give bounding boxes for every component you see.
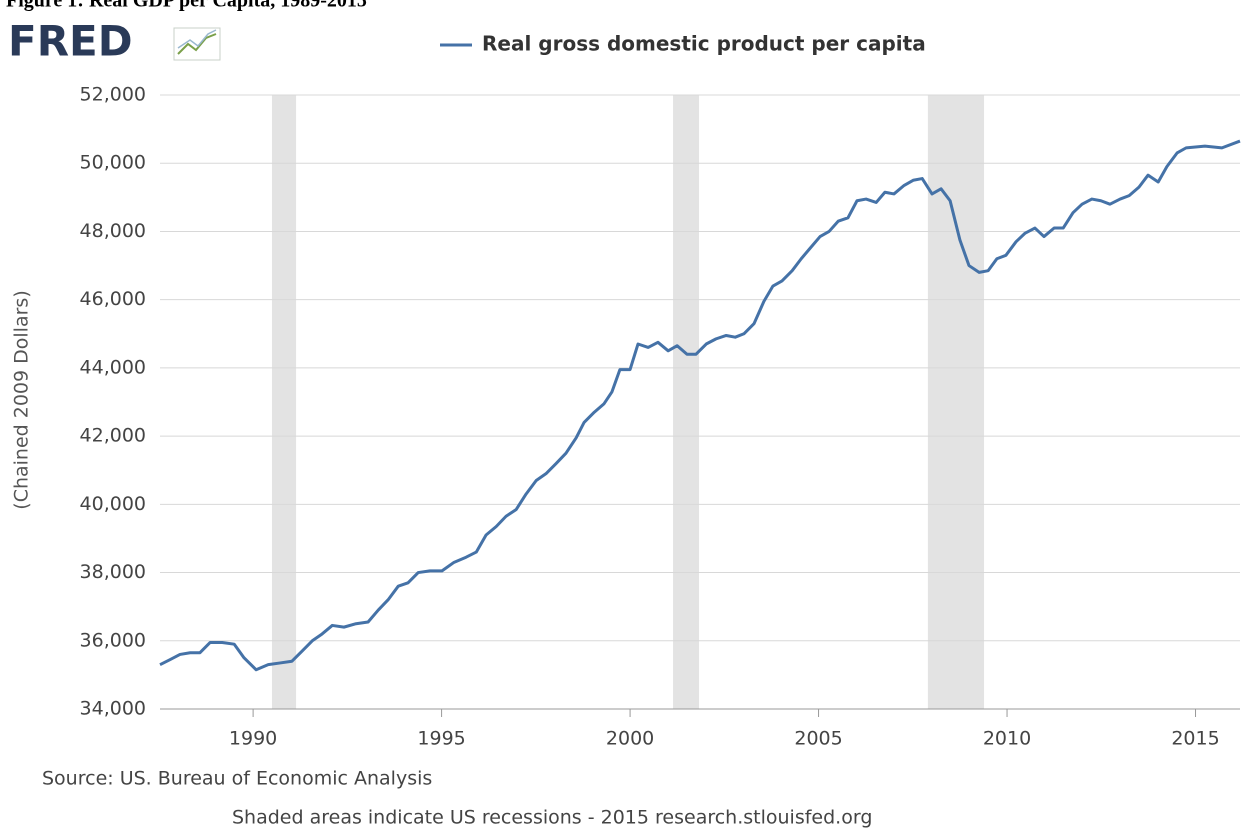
y-tick-label: 44,000 (80, 356, 146, 378)
y-tick-label: 36,000 (80, 629, 146, 651)
source: Source: US. Bureau of Economic Analysis (42, 768, 432, 790)
legend-label: Real gross domestic product per capita (482, 32, 926, 56)
x-tick-label: 1995 (417, 728, 465, 750)
y-axis-title: (Chained 2009 Dollars) (11, 290, 33, 509)
recession-band (673, 95, 700, 709)
x-tick-label: 2015 (1171, 728, 1219, 750)
logo: FRED (8, 17, 133, 66)
recession-band (927, 95, 985, 709)
y-tick-label: 46,000 (80, 288, 146, 310)
y-tick-label: 40,000 (80, 493, 146, 515)
y-tick-label: 48,000 (80, 220, 146, 242)
figure-title: Figure 1: Real GDP per Capita, 1989-2015 (6, 0, 367, 12)
x-tick-label: 2000 (606, 728, 654, 750)
recession-band (271, 95, 297, 709)
x-tick-label: 2005 (794, 728, 842, 750)
y-tick-label: 50,000 (80, 152, 146, 174)
x-tick-label: 2010 (983, 728, 1031, 750)
x-tick-label: 1990 (229, 728, 277, 750)
y-tick-label: 38,000 (80, 561, 146, 583)
y-tick-label: 52,000 (80, 84, 146, 106)
footer: Shaded areas indicate US recessions - 20… (232, 807, 872, 829)
logo-icon (173, 27, 221, 61)
data-line (159, 139, 1241, 672)
y-tick-label: 34,000 (80, 698, 146, 720)
y-tick-label: 42,000 (80, 425, 146, 447)
